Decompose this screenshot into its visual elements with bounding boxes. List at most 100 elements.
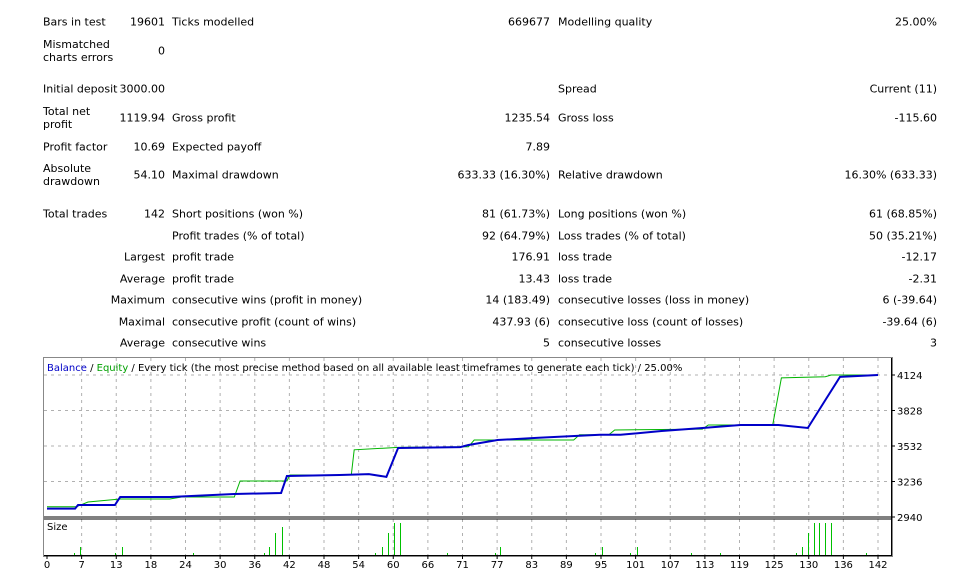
report-label3: loss trade xyxy=(558,250,613,264)
y-tick-label: 4124 xyxy=(897,371,922,382)
report-label3: loss trade xyxy=(558,272,613,286)
report-value2: 13.43 xyxy=(518,272,551,286)
x-tick-label: 60 xyxy=(387,560,400,571)
report-label2: Expected payoff xyxy=(172,140,262,154)
x-tick-label: 30 xyxy=(214,560,227,571)
report-value3: -115.60 xyxy=(894,111,937,125)
report-row: Profit factor 10.69 Expected payoff 7.89 xyxy=(0,132,972,162)
report-value3: 3 xyxy=(930,336,937,350)
report-label2: consecutive profit (count of wins) xyxy=(172,315,357,329)
report-value: 19601 xyxy=(130,15,165,29)
report-label: Total trades xyxy=(43,207,108,221)
report-value3: 6 (-39.64) xyxy=(882,293,937,307)
report-value2: 669677 xyxy=(508,15,550,29)
report-value3: -39.64 (6) xyxy=(882,315,937,329)
report-label: Absolute drawdown xyxy=(43,162,100,188)
report-value3: 16.30% (633.33) xyxy=(844,168,937,182)
x-tick-label: 125 xyxy=(765,560,784,571)
size-panel-label: Size xyxy=(47,522,68,533)
x-tick-label: 107 xyxy=(661,560,680,571)
report-value2: 176.91 xyxy=(511,250,551,264)
report-value2: 7.89 xyxy=(525,140,551,154)
x-tick-label: 77 xyxy=(491,560,504,571)
report-value2: 14 (183.49) xyxy=(485,293,550,307)
report-label: Bars in test xyxy=(43,15,106,29)
report-label3: Loss trades (% of total) xyxy=(558,229,686,243)
chart-lines xyxy=(47,374,879,510)
report-value3: 50 (35.21%) xyxy=(868,229,937,243)
report-label2: Short positions (won %) xyxy=(172,207,304,221)
x-tick-label: 18 xyxy=(145,560,158,571)
balance-line xyxy=(47,374,879,510)
report-row: Maximum consecutive wins (profit in money… xyxy=(0,285,972,315)
x-tick-label: 136 xyxy=(834,560,853,571)
report-row: Total trades 142 Short positions (won %) 81… xyxy=(0,199,972,229)
report-value2: 81 (61.73%) xyxy=(481,207,550,221)
x-axis-ticks: 0 7 13 18 24 30 36 42 48 54 60 66 71 77 83 89 95 101 107 11… xyxy=(44,555,888,571)
report-value2: 1235.54 xyxy=(504,111,551,125)
report-label2: profit trade xyxy=(172,250,235,264)
report-row: Bars in test 19601 Ticks modelled 669677 Mod… xyxy=(0,7,972,37)
report-value: 10.69 xyxy=(133,140,166,154)
report-value3: 61 (68.85%) xyxy=(868,207,937,221)
chart-frame xyxy=(43,357,893,557)
y-tick-label: 3236 xyxy=(897,478,922,489)
report-row: Largest profit trade 176.91 loss trade -12.1… xyxy=(0,242,972,272)
report-label: Profit factor xyxy=(43,140,108,154)
x-tick-label: 66 xyxy=(422,560,435,571)
report-label3: Gross loss xyxy=(558,111,614,125)
report-value: Average xyxy=(119,336,165,350)
report-row: Mismatched charts errors 0 xyxy=(0,36,972,66)
x-tick-label: 119 xyxy=(730,560,749,571)
report-row: Maximal consecutive profit (count of wins… xyxy=(0,307,972,337)
report-value3: -12.17 xyxy=(901,250,937,264)
x-tick-label: 7 xyxy=(78,560,84,571)
report-label2: Gross profit xyxy=(172,111,236,125)
report-value2: 437.93 (6) xyxy=(492,315,550,329)
report-value: 0 xyxy=(158,44,165,58)
x-tick-label: 48 xyxy=(318,560,331,571)
y-tick-label: 3828 xyxy=(897,407,922,418)
x-tick-label: 0 xyxy=(44,560,50,571)
report-row: Total net profit 1119.94 Gross profit 1235.… xyxy=(0,103,972,133)
y-tick-label: 3532 xyxy=(897,442,922,453)
report-value: Largest xyxy=(124,250,165,264)
report-row: Initial deposit 3000.00 Spread Current (11) xyxy=(0,74,972,104)
chart-legend: Balance / Equity / Every tick (the most … xyxy=(47,363,682,374)
report-label3: consecutive losses xyxy=(558,336,662,350)
report-value3: -2.31 xyxy=(908,272,937,286)
y-tick-label: 2940 xyxy=(897,513,922,524)
report-value2: 633.33 (16.30%) xyxy=(457,168,550,182)
report-value: Maximal xyxy=(118,315,165,329)
report-value3: Current (11) xyxy=(869,82,937,96)
report-value: 142 xyxy=(144,207,165,221)
x-tick-label: 101 xyxy=(626,560,645,571)
report-value2: 5 xyxy=(543,336,550,350)
x-tick-label: 13 xyxy=(110,560,123,571)
x-tick-label: 54 xyxy=(352,560,365,571)
report-label3: Long positions (won %) xyxy=(558,207,687,221)
x-tick-label: 89 xyxy=(560,560,573,571)
report-label: Total net profit xyxy=(43,105,91,131)
x-tick-label: 83 xyxy=(525,560,538,571)
report-label: Initial deposit xyxy=(43,82,118,96)
report-label2: Ticks modelled xyxy=(172,15,255,29)
report-row: Absolute drawdown 54.10 Maximal drawdown 63… xyxy=(0,160,972,190)
report-label3: consecutive loss (count of losses) xyxy=(558,315,744,329)
report-label2: consecutive wins (profit in money) xyxy=(172,293,363,307)
x-tick-label: 36 xyxy=(248,560,261,571)
report-value: 1119.94 xyxy=(119,111,166,125)
report-value: Average xyxy=(119,272,165,286)
chart-grid xyxy=(44,358,891,555)
report-value2: 92 (64.79%) xyxy=(481,229,550,243)
report-label3: Relative drawdown xyxy=(558,168,663,182)
report-label: Mismatched charts errors xyxy=(43,38,114,64)
report-label3: consecutive losses (loss in money) xyxy=(558,293,750,307)
report-row: Profit trades (% of total) 92 (64.79%) Los… xyxy=(0,221,972,251)
report-label2: Maximal drawdown xyxy=(172,168,279,182)
x-tick-label: 71 xyxy=(456,560,469,571)
report-value3: 25.00% xyxy=(895,15,937,29)
y-axis-ticks: 4124 3828 3532 3236 2940 xyxy=(891,371,922,524)
report-label3: Spread xyxy=(558,82,597,96)
